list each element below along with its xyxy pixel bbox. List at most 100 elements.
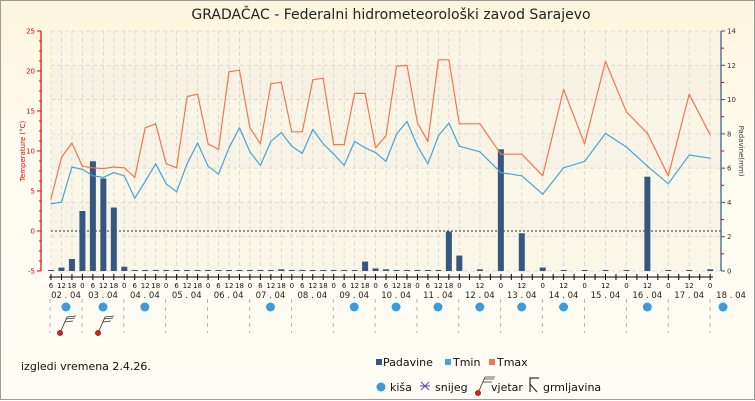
- tmin-point: [280, 132, 282, 134]
- hour-label: 6: [91, 282, 96, 290]
- precipitation-bar: [278, 269, 285, 271]
- tmax-point: [238, 69, 241, 71]
- hour-label: 6: [133, 282, 138, 290]
- precipitation-bar: [707, 269, 714, 271]
- tmin-point: [709, 157, 711, 159]
- tmax-point: [364, 92, 366, 94]
- legend-item-tmin[interactable]: Tmin: [445, 356, 480, 369]
- precipitation-bar: [456, 255, 463, 271]
- hour-label: 12: [434, 282, 443, 290]
- tmax-point: [249, 127, 251, 129]
- hour-label: 0: [415, 282, 419, 290]
- tmax-point: [155, 123, 157, 125]
- day-label: 02 . 04: [51, 291, 81, 301]
- rain-icon: [475, 302, 485, 312]
- rain-icon: [265, 302, 275, 312]
- hour-label: 12: [225, 282, 234, 290]
- tmin-line: [50, 120, 711, 205]
- hour-label: 0: [457, 282, 461, 290]
- tmin-point: [217, 173, 220, 175]
- rain-icon: [642, 302, 652, 312]
- tmax-point: [542, 175, 544, 177]
- day-label: 11 . 04: [423, 291, 453, 301]
- tmax-point: [259, 143, 261, 145]
- hour-label: 12: [141, 282, 150, 290]
- tmin-point: [406, 120, 408, 122]
- left-tick-label: 0: [31, 228, 35, 236]
- day-label: 06 . 04: [214, 291, 244, 301]
- tmin-point: [144, 180, 146, 182]
- tmax-line: [50, 59, 711, 200]
- tmax-point: [479, 123, 481, 125]
- tmin-point: [364, 147, 366, 149]
- hour-label: 0: [499, 282, 503, 290]
- tmax-point: [395, 65, 398, 67]
- rain-icon: [559, 302, 569, 312]
- tmax-point: [270, 83, 272, 85]
- tmin-point: [312, 128, 314, 130]
- right-tick-label: 12: [727, 62, 736, 70]
- tmin-point: [563, 167, 565, 169]
- tmin-point: [479, 151, 481, 153]
- tmax-point: [102, 168, 104, 170]
- legend-swatch-padavine: [376, 359, 382, 365]
- tmin-point: [385, 160, 387, 162]
- precipitation-bar: [121, 266, 128, 271]
- precipitation-bar: [445, 231, 452, 271]
- precipitation-bar: [476, 269, 483, 271]
- precipitation-bar-zero: [393, 270, 400, 271]
- tmax-point: [688, 93, 690, 95]
- tmax-point: [667, 175, 669, 177]
- rain-icon: [391, 302, 401, 312]
- hour-label: 6: [384, 282, 389, 290]
- tmax-point: [374, 147, 377, 149]
- hour-label: 0: [80, 282, 84, 290]
- tmax-point: [427, 140, 429, 142]
- day-label: 12 . 04: [465, 291, 495, 301]
- precipitation-bar-zero: [665, 270, 672, 271]
- hour-label: 12: [559, 282, 568, 290]
- hour-label: 18: [235, 282, 244, 290]
- tmin-point: [259, 164, 261, 166]
- tmax-point: [165, 163, 167, 165]
- hour-label: 12: [392, 282, 401, 290]
- tmax-point: [625, 111, 628, 113]
- hour-label: 18: [151, 282, 160, 290]
- tmin-point: [343, 164, 345, 166]
- precipitation-bar-zero: [330, 270, 337, 271]
- legend-label-kisa: kiša: [390, 381, 412, 394]
- right-tick-label: 14: [727, 28, 736, 36]
- day-label: 07 . 04: [256, 291, 286, 301]
- right-tick-label: 2: [727, 233, 731, 241]
- day-label: 03 . 04: [88, 291, 118, 301]
- precipitation-bar-zero: [299, 270, 306, 271]
- wind-legend-icon: [475, 376, 495, 396]
- legend-item-padavine[interactable]: Padavine: [376, 356, 433, 369]
- day-label: 14 . 04: [549, 291, 579, 301]
- day-label: 17 . 04: [674, 291, 704, 301]
- hour-label: 12: [643, 282, 652, 290]
- day-label: 15 . 04: [591, 291, 621, 301]
- tmin-point: [249, 151, 251, 153]
- rain-icon: [517, 302, 527, 312]
- left-tick-label: 10: [26, 148, 35, 156]
- day-label: 08 . 04: [297, 291, 327, 301]
- right-axis-label: Padavine(mm): [737, 126, 745, 177]
- hour-label: 18: [193, 282, 202, 290]
- tmin-point: [228, 147, 230, 149]
- tmin-point: [322, 143, 324, 145]
- legend-item-tmax[interactable]: Tmax: [489, 356, 528, 369]
- tmax-point: [280, 81, 282, 83]
- precipitation-bar-zero: [205, 270, 212, 271]
- precipitation-bar-zero: [215, 270, 222, 271]
- tmax-point: [186, 96, 188, 98]
- precipitation-bar-zero: [173, 270, 180, 271]
- hour-label: 12: [350, 282, 359, 290]
- tmax-point: [176, 167, 178, 169]
- right-tick-label: 10: [727, 96, 736, 104]
- precipitation-bar-zero: [320, 270, 327, 271]
- tmax-point: [301, 131, 303, 133]
- tmin-point: [374, 152, 377, 154]
